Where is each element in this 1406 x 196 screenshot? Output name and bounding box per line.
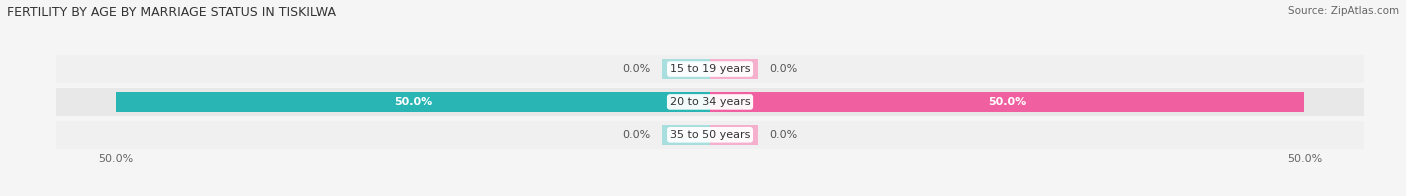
Text: 0.0%: 0.0%	[769, 64, 797, 74]
Text: 50.0%: 50.0%	[394, 97, 432, 107]
Text: 0.0%: 0.0%	[769, 130, 797, 140]
Text: 0.0%: 0.0%	[623, 130, 651, 140]
Text: 50.0%: 50.0%	[988, 97, 1026, 107]
Bar	[710, 92, 1305, 112]
Text: 0.0%: 0.0%	[623, 64, 651, 74]
Text: FERTILITY BY AGE BY MARRIAGE STATUS IN TISKILWA: FERTILITY BY AGE BY MARRIAGE STATUS IN T…	[7, 6, 336, 19]
Bar	[56, 121, 1364, 149]
Bar	[710, 59, 758, 79]
Bar	[56, 55, 1364, 83]
Text: 15 to 19 years: 15 to 19 years	[669, 64, 751, 74]
Text: Source: ZipAtlas.com: Source: ZipAtlas.com	[1288, 6, 1399, 16]
Text: 35 to 50 years: 35 to 50 years	[669, 130, 751, 140]
Text: 20 to 34 years: 20 to 34 years	[669, 97, 751, 107]
Bar	[710, 125, 758, 145]
Bar	[662, 125, 710, 145]
Bar	[115, 92, 710, 112]
Bar	[56, 88, 1364, 116]
Bar	[662, 59, 710, 79]
